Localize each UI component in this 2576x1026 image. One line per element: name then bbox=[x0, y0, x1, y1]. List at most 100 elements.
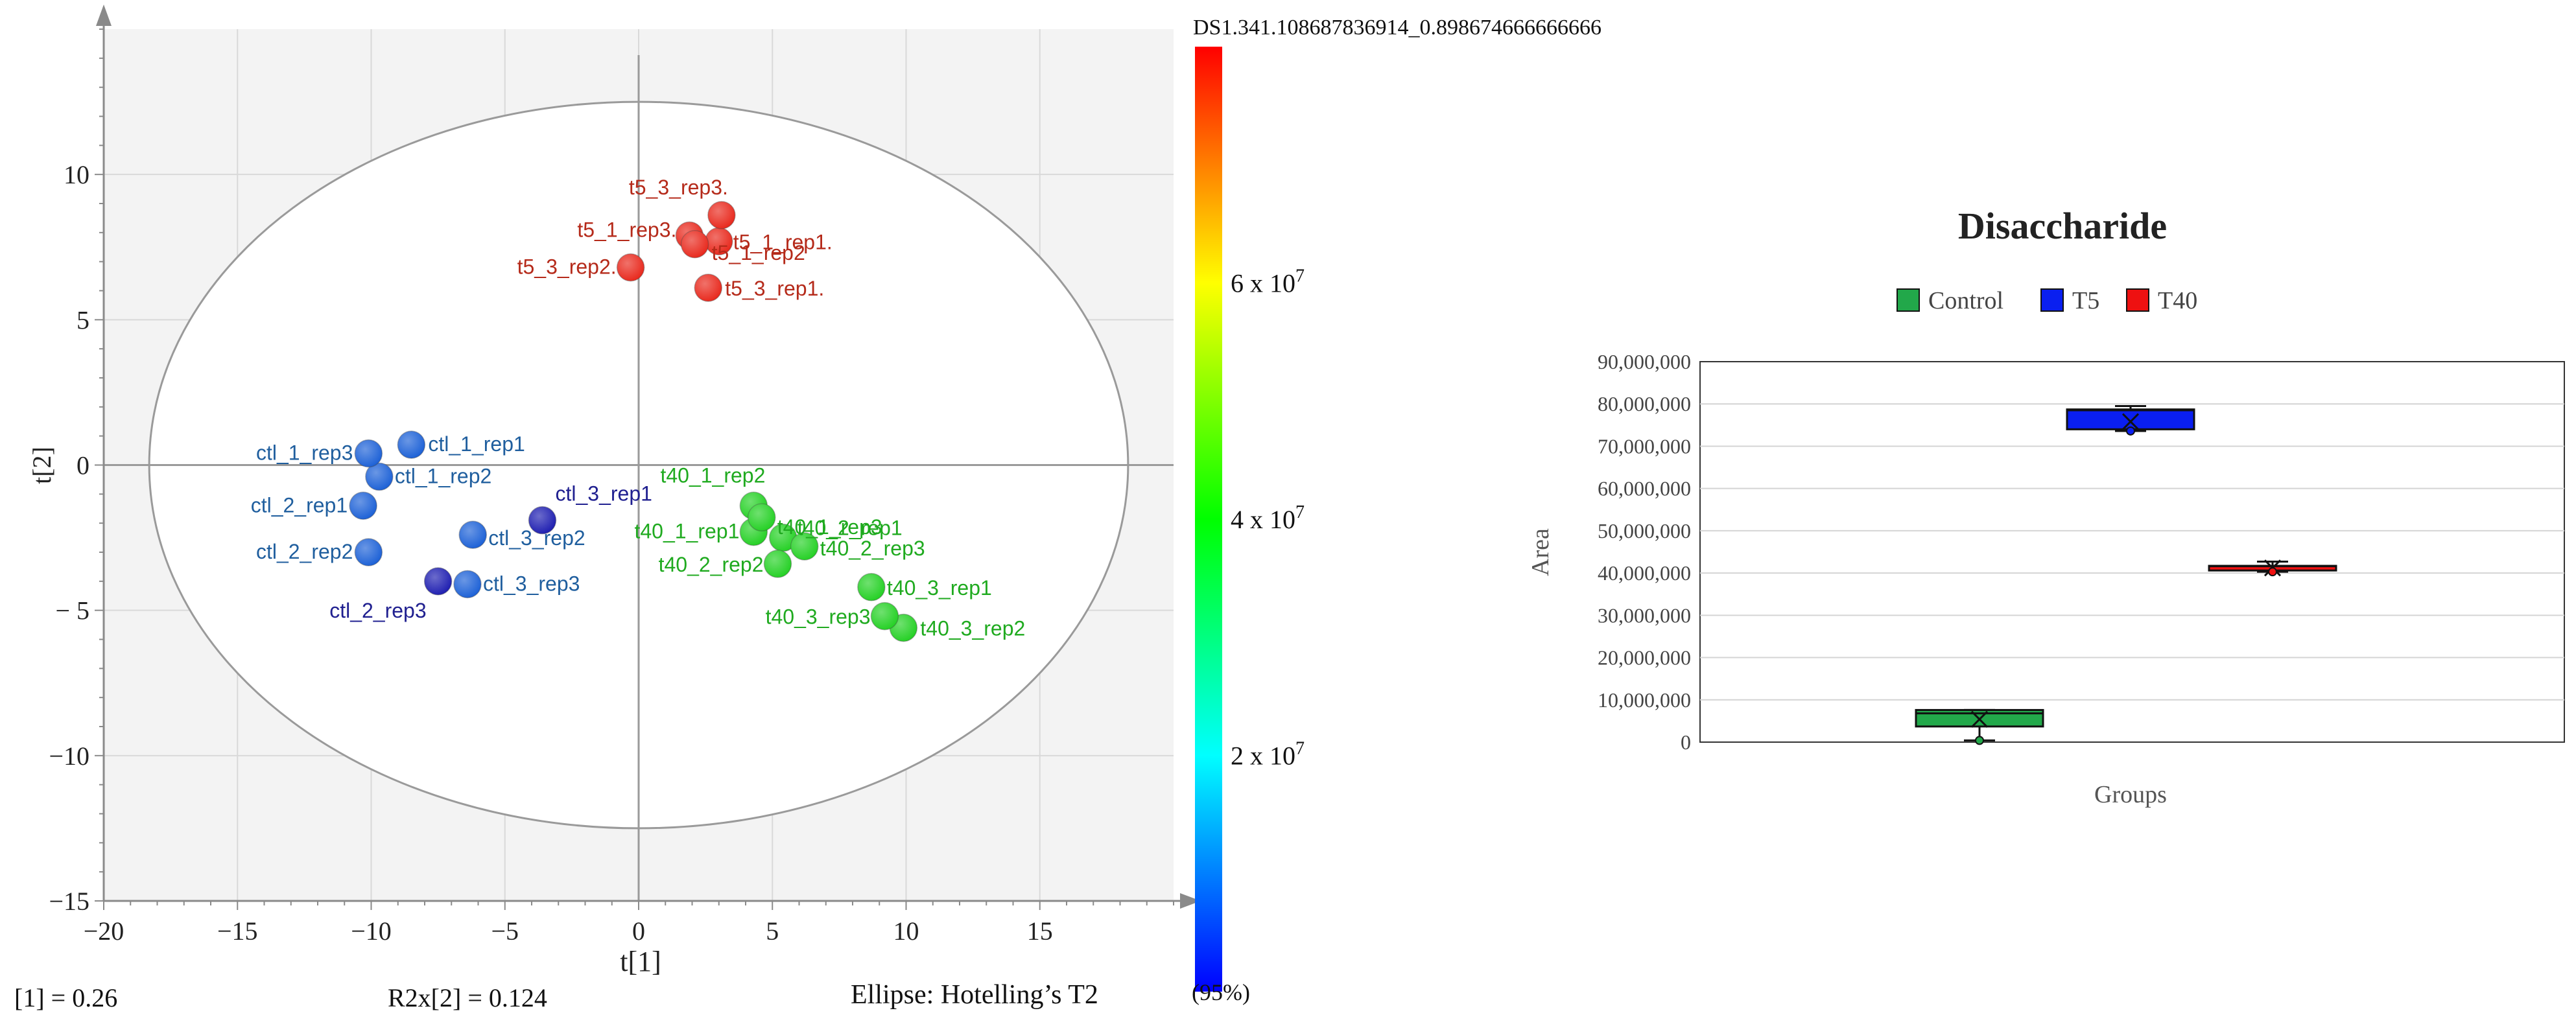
score-point-label: t40_3_rep2 bbox=[920, 617, 1025, 640]
score-point-label: ctl_1_rep2 bbox=[395, 464, 491, 487]
box-plot-boxes bbox=[1915, 404, 2337, 745]
score-point-highlight bbox=[764, 550, 792, 577]
score-point-label: t5_3_rep3. bbox=[629, 176, 728, 199]
x-tick-label: 15 bbox=[1027, 916, 1053, 946]
score-point-label: t40_3_rep3 bbox=[766, 605, 871, 629]
colorbar bbox=[1195, 47, 1222, 992]
box-mean-marker bbox=[2121, 413, 2140, 430]
footer-left-stat: [1] = 0.26 bbox=[14, 983, 117, 1012]
score-point-highlight bbox=[857, 573, 885, 601]
y-tick-label: 5 bbox=[77, 305, 89, 334]
score-point-label: ctl_2_rep1 bbox=[251, 493, 348, 517]
box-y-tick-label: 80,000,000 bbox=[1598, 392, 1691, 415]
score-point-label: ctl_3_rep2 bbox=[488, 526, 585, 550]
scores-point-labels: ctl_1_rep1 ctl_1_rep2 ctl_1_rep3 ctl_2_rep1… bbox=[251, 176, 1026, 640]
colorbar-title: DS1.341.108687836914_0.898674666666666 bbox=[1193, 16, 1601, 40]
box-y-tick-label: 10,000,000 bbox=[1598, 688, 1691, 712]
box-plot-legend: Control T5 T40 bbox=[1897, 287, 2197, 314]
footer-ellipse-note: Ellipse: Hotelling’s T2 bbox=[851, 980, 1098, 1010]
score-point-highlight bbox=[454, 570, 481, 598]
score-point-label: t40_1_rep3 bbox=[777, 515, 882, 539]
box-outlier-point bbox=[2126, 426, 2135, 436]
box-y-tick-label: 0 bbox=[1681, 730, 1691, 754]
x-tick-label: −10 bbox=[351, 916, 392, 946]
y-tick-label: − 5 bbox=[55, 596, 89, 625]
box-y-tick-label: 70,000,000 bbox=[1598, 434, 1691, 458]
box-y-tick-label: 20,000,000 bbox=[1598, 646, 1691, 670]
y-tick-label: 10 bbox=[64, 160, 89, 189]
x-tick-label: −15 bbox=[217, 916, 258, 946]
score-point-highlight bbox=[349, 492, 377, 520]
score-point-highlight bbox=[707, 201, 735, 229]
score-point-highlight bbox=[681, 230, 709, 258]
y-tick-label: −15 bbox=[49, 887, 89, 916]
legend-label-t5: T5 bbox=[2072, 287, 2099, 314]
y-axis-arrow bbox=[96, 5, 112, 26]
box-plot-y-label: Area bbox=[1527, 528, 1554, 576]
box-t5 bbox=[2066, 408, 2195, 430]
score-point-label: t5_3_rep2. bbox=[517, 255, 617, 279]
score-point-highlight bbox=[705, 227, 733, 255]
score-point-highlight bbox=[459, 521, 487, 549]
score-point-label: ctl_3_rep1 bbox=[556, 482, 652, 506]
legend-label-t40: T40 bbox=[2158, 287, 2197, 314]
y-tick-label: −10 bbox=[49, 741, 89, 771]
score-point-label: ctl_1_rep3 bbox=[256, 441, 353, 465]
legend-swatch-t5 bbox=[2040, 288, 2064, 312]
x-axis-arrow bbox=[1180, 893, 1201, 909]
score-point-label: t40_3_rep1 bbox=[887, 576, 992, 600]
box-mean-marker bbox=[1970, 710, 1989, 728]
box-y-tick-label: 50,000,000 bbox=[1598, 519, 1691, 542]
score-point-label: t40_2_rep1 bbox=[798, 517, 903, 540]
colorbar-tick-label: 6 x 107 bbox=[1231, 266, 1305, 298]
box-y-tick-label: 30,000,000 bbox=[1598, 603, 1691, 627]
score-point-label: t5_3_rep1. bbox=[725, 277, 824, 300]
legend-swatch-t40 bbox=[2126, 288, 2149, 312]
score-point-highlight bbox=[748, 504, 775, 531]
score-point-label: t5_1_rep3. bbox=[577, 218, 676, 241]
box-plot: Disaccharide Control T5 T40 0 10,000,000 20,… bbox=[1527, 205, 2565, 808]
box-outlier-point bbox=[2268, 567, 2277, 577]
box-y-tick-label: 40,000,000 bbox=[1598, 561, 1691, 585]
y-tick-label: 0 bbox=[77, 451, 89, 480]
legend-swatch-control bbox=[1897, 288, 1920, 312]
score-point-highlight bbox=[424, 567, 452, 595]
box-plot-grid bbox=[1700, 403, 2564, 701]
x-tick-label: −20 bbox=[84, 916, 124, 946]
score-point-label: ctl_2_rep2 bbox=[256, 540, 353, 563]
score-point-label: t40_1_rep1 bbox=[634, 520, 739, 543]
score-point-label: t5_1_rep1. bbox=[733, 230, 833, 253]
box-plot-title: Disaccharide bbox=[1958, 205, 2167, 247]
x-tick-label: 5 bbox=[766, 916, 779, 946]
colorbar-tick-exponent: 7 bbox=[1295, 502, 1305, 522]
box-plot-y-ticks: 0 10,000,000 20,000,000 30,000,000 40,000,00… bbox=[1598, 350, 1691, 754]
footer-r2x-stat: R2x[2] = 0.124 bbox=[388, 983, 547, 1012]
score-point-highlight bbox=[769, 524, 797, 552]
colorbar-tick-exponent: 7 bbox=[1295, 266, 1305, 286]
footer-ellipse-confidence: (95%) bbox=[1192, 979, 1250, 1005]
score-point-label: t40_2_rep2 bbox=[659, 553, 764, 576]
score-point-highlight bbox=[365, 463, 393, 491]
score-point-label: ctl_1_rep1 bbox=[428, 432, 525, 456]
score-point-label: ctl_2_rep3 bbox=[329, 599, 426, 622]
x-tick-label: −5 bbox=[491, 916, 519, 946]
x-tick-label: 0 bbox=[632, 916, 645, 946]
score-point-label: ctl_3_rep3 bbox=[483, 572, 580, 595]
score-point-highlight bbox=[355, 539, 383, 566]
score-point-highlight bbox=[790, 533, 818, 561]
y-axis-label: t[2] bbox=[27, 447, 56, 484]
scores-points bbox=[349, 201, 918, 642]
x-tick-label: 10 bbox=[893, 916, 919, 946]
score-point-highlight bbox=[871, 602, 899, 630]
box-plot-x-label: Groups bbox=[2094, 781, 2167, 808]
score-point-label: t5_1_rep2 bbox=[712, 241, 805, 264]
score-point-highlight bbox=[355, 439, 383, 467]
score-point-label: t40_2_rep3 bbox=[820, 537, 925, 560]
score-point-highlight bbox=[397, 431, 425, 459]
score-point-highlight bbox=[694, 274, 722, 302]
x-axis-label: t[1] bbox=[620, 946, 661, 977]
colorbar-tick-label: 4 x 107 bbox=[1231, 502, 1305, 534]
